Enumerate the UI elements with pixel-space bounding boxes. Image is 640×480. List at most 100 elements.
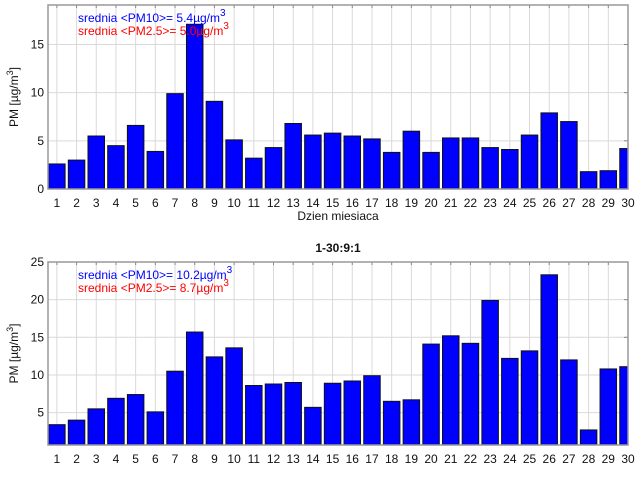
bar-day-4	[107, 145, 125, 190]
bar-day-9	[205, 356, 224, 446]
x-tick-label: 24	[503, 452, 517, 466]
bar-day-1	[48, 163, 66, 190]
axes-frame	[47, 4, 629, 190]
bar-day-3	[87, 135, 106, 190]
bar-day-16	[343, 380, 362, 446]
bar-day-2	[67, 419, 86, 446]
axes-frame	[47, 261, 629, 446]
x-tick-label: 28	[582, 196, 596, 210]
x-tick-label: 1	[54, 196, 61, 210]
x-tick-label: 25	[523, 196, 537, 210]
bar-day-30	[619, 366, 629, 446]
y-tick-label: 25	[31, 255, 45, 269]
y-axis-label: PM [µg/m3]	[5, 324, 21, 384]
x-axis-label: Dzien miesiaca	[297, 209, 379, 223]
bar-day-22	[461, 137, 480, 190]
x-tick-label: 2	[73, 452, 80, 466]
bar-day-11	[245, 385, 263, 446]
y-tick-label: 20	[31, 293, 45, 307]
x-tick-label: 14	[306, 452, 320, 466]
x-tick-label: 23	[483, 196, 497, 210]
y-tick-label: 15	[31, 37, 45, 51]
bar-day-27	[560, 359, 578, 446]
x-tick-label: 9	[211, 196, 218, 210]
y-tick-label: 10	[31, 368, 45, 382]
bar-day-18	[382, 151, 401, 190]
x-tick-label: 25	[523, 452, 537, 466]
x-tick-label: 7	[172, 196, 179, 210]
bar-day-8	[185, 23, 204, 190]
x-tick-label: 21	[444, 452, 458, 466]
bar-day-7	[166, 93, 184, 190]
bar-day-5	[126, 124, 145, 190]
x-tick-label: 20	[424, 196, 438, 210]
x-tick-label: 23	[483, 452, 497, 466]
x-tick-label: 29	[602, 452, 616, 466]
bar-day-18	[382, 400, 401, 446]
bar-day-27	[560, 121, 578, 190]
x-tick-label: 22	[464, 196, 478, 210]
x-tick-label: 27	[562, 452, 576, 466]
x-tick-label: 7	[172, 452, 179, 466]
bar-day-3	[87, 408, 106, 446]
bar-day-13	[284, 381, 302, 446]
x-tick-label: 2	[73, 196, 80, 210]
bar-day-11	[245, 157, 263, 190]
mean-annotation: srednia <PM10>= 5.4µg/m3	[78, 8, 226, 25]
x-tick-label: 3	[93, 196, 100, 210]
x-tick-label: 15	[326, 196, 340, 210]
x-tick-label: 4	[113, 196, 120, 210]
bar-day-22	[461, 342, 480, 446]
bar-day-16	[343, 135, 362, 190]
bar-day-17	[363, 138, 381, 190]
bar-day-28	[579, 171, 598, 190]
bar-day-25	[520, 350, 539, 446]
x-tick-label: 21	[444, 196, 458, 210]
bar-day-6	[146, 150, 165, 190]
bar-day-12	[264, 383, 283, 446]
bar-day-6	[146, 411, 165, 446]
x-tick-label: 17	[365, 452, 379, 466]
x-tick-label: 26	[543, 196, 557, 210]
x-tick-label: 20	[424, 452, 438, 466]
bar-day-20	[422, 343, 440, 446]
bar-day-28	[579, 429, 598, 446]
mean-annotation: srednia <PM10>= 10.2µg/m3	[78, 265, 233, 282]
x-tick-label: 29	[602, 196, 616, 210]
x-tick-label: 16	[346, 196, 360, 210]
bar-day-29	[599, 368, 618, 446]
bar-day-17	[363, 375, 381, 446]
bar-day-19	[402, 130, 421, 190]
y-tick-label: 5	[37, 406, 44, 420]
bar-day-24	[501, 357, 519, 446]
x-tick-label: 18	[385, 196, 399, 210]
x-tick-label: 8	[191, 196, 198, 210]
x-tick-label: 5	[132, 452, 139, 466]
bar-day-10	[225, 139, 243, 190]
x-tick-label: 8	[191, 452, 198, 466]
chart-title: 1-30:9:1	[315, 241, 361, 255]
x-tick-label: 6	[152, 196, 159, 210]
bar-day-9	[205, 100, 224, 190]
bar-day-1	[48, 424, 66, 446]
x-tick-label: 12	[267, 196, 281, 210]
bar-day-25	[520, 134, 539, 190]
bar-day-21	[442, 137, 460, 190]
mean-annotation: srednia <PM2.5>= 8.7µg/m3	[78, 278, 229, 295]
bar-day-19	[402, 399, 421, 446]
bar-day-30	[619, 148, 629, 190]
x-tick-label: 26	[543, 452, 557, 466]
mean-annotation: srednia <PM2.5>= 5.0µg/m3	[78, 21, 229, 38]
bar-day-23	[481, 147, 499, 190]
y-tick-label: 15	[31, 330, 45, 344]
x-tick-label: 15	[326, 452, 340, 466]
x-tick-label: 22	[464, 452, 478, 466]
bar-day-29	[599, 170, 618, 190]
x-tick-label: 30	[621, 452, 635, 466]
x-tick-label: 13	[287, 196, 301, 210]
bar-day-8	[185, 331, 204, 446]
bar-day-2	[67, 159, 86, 190]
